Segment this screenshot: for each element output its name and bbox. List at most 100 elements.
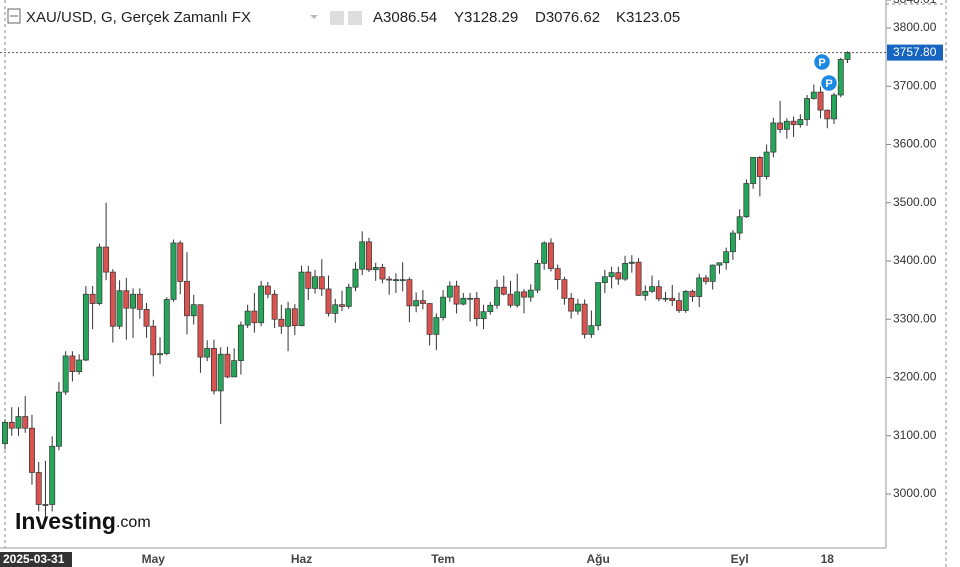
candle-body	[352, 268, 359, 288]
y-tick-label: 3000.00	[893, 486, 937, 500]
y-tick-label: 3400.00	[893, 253, 937, 267]
last-price-label: 3757.80	[893, 45, 937, 59]
y-tick-label: 3100.00	[893, 428, 937, 442]
candle-body	[190, 304, 197, 317]
candle-body	[184, 281, 190, 317]
candle-body	[89, 293, 96, 304]
candle-body	[433, 317, 440, 335]
candle-body	[116, 290, 123, 327]
candle-body	[736, 216, 743, 234]
candle-body	[413, 300, 420, 307]
ohlc-readout: A3086.54 Y3128.29 D3076.62 K3123.05	[373, 9, 680, 26]
candle-body	[231, 360, 238, 378]
collapse-icon[interactable]	[7, 8, 21, 24]
candle-body	[170, 242, 177, 300]
symbol-title: XAU/USD, G, Gerçek Zamanlı FX	[26, 9, 251, 26]
candle-body	[264, 285, 271, 295]
candle-body	[554, 268, 561, 281]
candle-body	[723, 251, 730, 264]
candle-body	[642, 290, 649, 296]
candle-body	[696, 277, 703, 297]
candle-body	[500, 286, 507, 295]
candle-body	[527, 289, 534, 298]
ohlc-value: 3076.62	[546, 9, 600, 26]
logo-main: Investing	[15, 508, 116, 534]
candle-body	[325, 288, 332, 314]
candle-body	[783, 120, 790, 130]
event-marker-label: P	[825, 78, 832, 90]
candle-body	[824, 109, 831, 120]
candle-body	[480, 311, 487, 320]
candle-body	[810, 91, 817, 99]
candle-body	[109, 271, 116, 327]
y-tick-label: 3600.00	[893, 137, 937, 151]
candle-body	[258, 285, 265, 324]
candle-body	[312, 276, 318, 289]
candle-body	[608, 272, 615, 278]
candle-body	[339, 304, 345, 307]
candle-body	[750, 156, 757, 184]
candles: PP	[0, 51, 886, 520]
candle-body	[662, 297, 669, 300]
candle-body	[42, 504, 49, 506]
candle-body	[82, 293, 89, 361]
candle-body	[22, 416, 29, 429]
candle-body	[797, 119, 804, 126]
candle-body	[709, 264, 716, 282]
candle-body	[703, 277, 709, 282]
candle-body	[8, 421, 15, 429]
candle-body	[366, 241, 372, 271]
candle-body	[689, 290, 696, 297]
candle-body	[379, 267, 386, 280]
candle-body	[386, 278, 393, 281]
candle-body	[460, 297, 467, 305]
candle-body	[770, 122, 777, 153]
candle-body	[224, 353, 231, 378]
x-tick-label: 18	[821, 552, 835, 566]
candle-body	[103, 246, 110, 273]
candle-body	[729, 232, 736, 253]
logo-suffix: .com	[116, 514, 151, 531]
candle-body	[561, 279, 568, 299]
candle-body	[507, 293, 514, 306]
candle-body	[541, 242, 548, 264]
candle-body	[130, 293, 137, 309]
settings-icon[interactable]	[330, 11, 344, 25]
candle-body	[136, 293, 143, 310]
candle-body	[318, 276, 325, 290]
y-tick-label: 3700.00	[893, 78, 937, 92]
ohlc-value: 3086.54	[383, 9, 437, 26]
candle-body	[817, 91, 824, 111]
candle-body	[453, 285, 460, 305]
candle-body	[35, 472, 42, 505]
candle-body	[278, 318, 285, 327]
candle-body	[163, 299, 170, 354]
crosshair-date-box	[0, 552, 72, 567]
candle-body	[568, 297, 575, 312]
candle-body	[204, 348, 211, 358]
event-marker[interactable]	[812, 52, 832, 72]
x-tick-label: 2025-03-31	[3, 552, 65, 566]
plot-area	[0, 0, 886, 548]
candle-body	[716, 262, 723, 266]
x-tick-label: Tem	[431, 552, 455, 566]
candle-body	[62, 355, 69, 393]
settings-icon[interactable]	[348, 11, 362, 25]
candle-body	[419, 300, 426, 304]
candle-body	[359, 241, 366, 270]
candle-body	[790, 120, 797, 126]
ohlc-item: A3086.54	[373, 9, 437, 26]
candle-body	[581, 303, 588, 335]
dropdown-icon[interactable]	[310, 15, 318, 19]
event-marker[interactable]	[819, 73, 839, 93]
candle-body	[487, 304, 494, 313]
y-tick-label: 3800.00	[893, 20, 937, 34]
candle-body	[271, 293, 278, 320]
candle-body	[244, 310, 251, 326]
ohlc-item: Y3128.29	[454, 9, 518, 26]
candle-body	[440, 296, 447, 318]
candle-body	[574, 303, 581, 312]
candle-body	[601, 276, 608, 283]
